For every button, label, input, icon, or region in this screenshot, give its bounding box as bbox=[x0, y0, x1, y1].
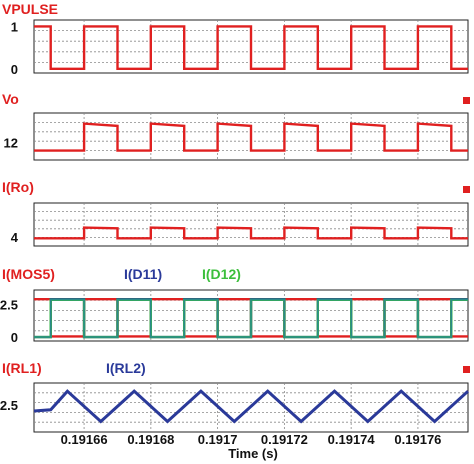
x-tick-label: 0.1917 bbox=[198, 432, 238, 447]
series-overlap-line bbox=[34, 298, 468, 338]
y-tick-label: 12 bbox=[4, 135, 18, 150]
panel-3: I(Ro) 4 bbox=[2, 179, 470, 247]
panel-5: I(RL1) I(RL2) 2.5 bbox=[0, 360, 470, 433]
x-tick-label: 0.19166 bbox=[61, 432, 108, 447]
y-tick-label: 2.5 bbox=[0, 297, 18, 312]
panel-title: I(D11) bbox=[124, 266, 162, 282]
legend-marker bbox=[463, 186, 470, 193]
x-tick-label: 0.19176 bbox=[394, 432, 441, 447]
panel-2: Vo 12 bbox=[2, 91, 470, 161]
plot-frame bbox=[33, 202, 469, 247]
series-line-i-ro bbox=[34, 226, 468, 240]
y-tick-label: 0 bbox=[11, 330, 18, 345]
x-tick-label: 0.19172 bbox=[261, 432, 308, 447]
panel-title: I(D12) bbox=[202, 266, 241, 282]
panel-title: VPULSE bbox=[2, 1, 58, 17]
panel-1: VPULSE 1 0 bbox=[2, 1, 469, 77]
legend-marker bbox=[463, 97, 470, 104]
panel-4: I(MOS5) I(D11) I(D12) 2.5 0 bbox=[0, 266, 469, 345]
panel-title: I(RL1) bbox=[2, 360, 42, 376]
panel-title: Vo bbox=[2, 91, 19, 107]
legend-marker bbox=[463, 366, 470, 373]
series-line-vo bbox=[34, 122, 468, 152]
series-line-vpulse bbox=[34, 25, 468, 71]
series-line-i-rl2 bbox=[33, 389, 470, 424]
x-tick-label: 0.19168 bbox=[127, 432, 174, 447]
x-tick-label: 0.19174 bbox=[328, 432, 376, 447]
y-tick-label: 4 bbox=[11, 230, 19, 245]
panel-title: I(RL2) bbox=[106, 360, 146, 376]
panel-title: I(Ro) bbox=[2, 179, 34, 195]
y-tick-label: 1 bbox=[11, 19, 18, 34]
panel-title: I(MOS5) bbox=[2, 266, 55, 282]
x-axis-label: Time (s) bbox=[228, 446, 278, 461]
y-tick-label: 2.5 bbox=[0, 398, 18, 413]
y-tick-label: 0 bbox=[11, 62, 18, 77]
